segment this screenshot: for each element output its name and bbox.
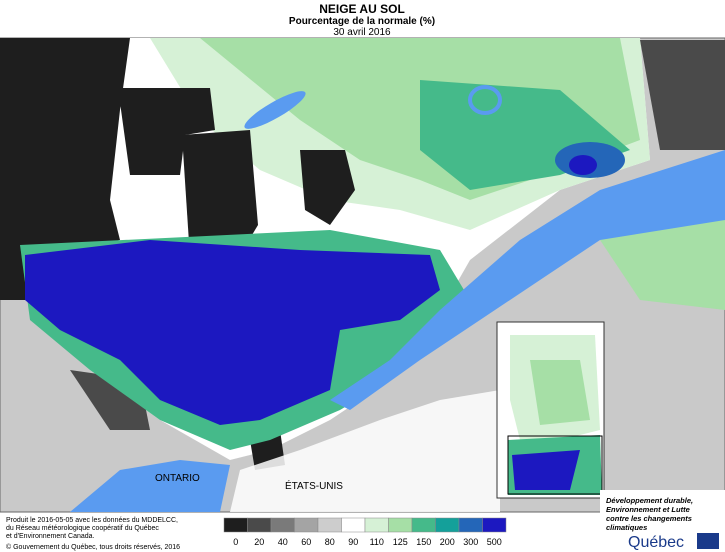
legend-label: 90 [348,537,358,547]
legend-label: 80 [325,537,335,547]
map-label: ONTARIO [155,473,200,484]
legend-label: 60 [301,537,311,547]
legend-label: 500 [487,537,502,547]
footer-line: et d'Environnement Canada. [6,533,95,540]
logo-line: Développement durable, [606,496,693,505]
footer-line: Produit le 2016-05-05 avec les données d… [6,517,178,524]
legend-swatch [294,517,319,533]
map-region [244,91,306,129]
legend-label: 40 [278,537,288,547]
map-region [25,240,440,425]
legend-label: 125 [393,537,408,547]
legend-label: 110 [370,537,384,547]
logo: Développement durable, Environnement et … [600,490,725,552]
map-region [230,390,500,512]
legend-swatch [341,517,366,533]
legend-label: 150 [416,537,431,547]
legend-swatch [411,517,436,533]
legend-label: 0 [233,537,238,547]
map-label: ÉTATS-UNIS [285,479,343,492]
map-region [507,435,603,495]
legend-swatch [247,517,272,533]
map-region [569,155,597,175]
date: 30 avril 2016 [333,27,391,38]
map-region [182,130,258,258]
legend-swatch [223,517,248,533]
legend-swatch [364,517,389,533]
legend-label: 200 [440,537,455,547]
map-region [600,220,725,310]
legend-swatch [388,517,413,533]
map-region [640,40,725,150]
legend-swatch [435,517,460,533]
map-region [530,360,590,425]
footer-line: du Réseau météorologique coopératif du Q… [6,525,159,532]
legend-swatch [317,517,342,533]
logo-name: Québec [628,534,684,551]
subtitle: Pourcentage de la normale (%) [289,16,435,27]
map-region [118,88,215,175]
title: NEIGE AU SOL [319,2,405,16]
copyright: © Gouvernement du Québec, tous droits ré… [6,543,180,551]
legend-label: 300 [463,537,478,547]
map-region [70,460,230,512]
map-region [468,85,502,115]
legend-label: 20 [254,537,264,547]
map: ONTARIO ÉTATS-UNIS [0,37,725,513]
logo-line: contre les changements [606,514,692,523]
map-region [300,150,355,225]
map-region [512,450,580,490]
legend-swatch [458,517,483,533]
legend-swatch [482,517,507,533]
legend-swatch [270,517,295,533]
map-region [330,150,725,410]
map-region [697,533,719,549]
footer: Produit le 2016-05-05 avec les données d… [6,517,180,551]
map-region [0,38,130,300]
logo-line: climatiques [606,523,647,532]
logo-line: Environnement et Lutte [606,505,690,514]
legend: 0 20 40 60 80 90 110 125 150 200 300 500 [223,517,507,547]
